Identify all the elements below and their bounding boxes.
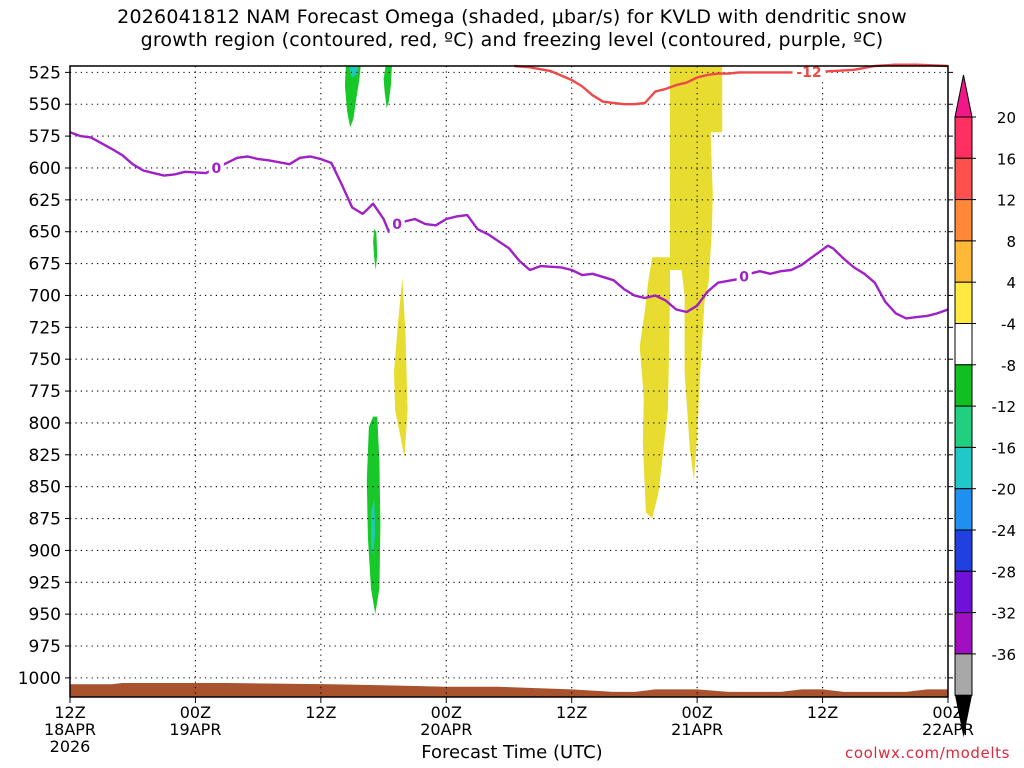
omega-region-4 xyxy=(373,229,378,270)
x-tick-label-2-1: 12Z xyxy=(305,703,336,722)
freezing-level-label-3: 0 xyxy=(739,269,749,285)
colorbar-segment-9 xyxy=(954,446,973,490)
y-tick-label-950: 950 xyxy=(29,605,61,625)
x-tick-label-0-1: 12Z xyxy=(54,703,85,722)
dgz-minus12-line xyxy=(514,63,949,106)
contour-lines: 0 0 0 -12 xyxy=(69,63,949,320)
omega-region-7 xyxy=(371,499,376,557)
colorbar-bottom-arrow xyxy=(955,695,972,738)
plot-frame xyxy=(69,65,949,698)
colorbar-label-4: 8 xyxy=(1006,233,1016,251)
y-tick-label-675: 675 xyxy=(29,255,61,275)
colorbar-label-14: -36 xyxy=(992,646,1017,664)
colorbar-label-6: -4 xyxy=(1001,316,1016,334)
colorbar-segment-5 xyxy=(954,281,973,325)
x-tick-label-1-1: 00Z xyxy=(180,703,211,722)
omega-region-1 xyxy=(344,66,361,128)
colorbar-label-8: -12 xyxy=(992,398,1017,416)
x-tick-label-3-1: 00Z xyxy=(431,703,462,722)
x-tick-label-5-2: 21APR xyxy=(671,720,723,739)
y-tick-label-600: 600 xyxy=(29,159,61,179)
y-tick-label-925: 925 xyxy=(29,573,61,593)
omega-region-8 xyxy=(639,66,723,519)
colorbar-label-10: -20 xyxy=(992,481,1017,499)
terrain-layer xyxy=(70,683,948,697)
y-tick-label-625: 625 xyxy=(29,191,61,211)
y-tick-label-725: 725 xyxy=(29,318,61,338)
site-credit: coolwx.com/modelts xyxy=(845,744,1010,762)
omega-region-2 xyxy=(349,66,359,78)
freezing-level-label-bg-3 xyxy=(736,268,752,285)
colorbar-label-2: 16 xyxy=(997,150,1016,168)
freezing-level-label-bg-2 xyxy=(389,216,405,233)
x-tick-label-1-2: 19APR xyxy=(169,720,221,739)
y-tick-label-800: 800 xyxy=(29,414,61,434)
x-axis-label: Forecast Time (UTC) xyxy=(421,742,603,763)
colorbar-segment-12 xyxy=(954,570,973,614)
colorbar-top-arrow xyxy=(954,74,973,118)
colorbar-segment-6 xyxy=(954,323,973,366)
y-tick-label-900: 900 xyxy=(29,541,61,561)
chart-title-line-2: growth region (contoured, red, ºC) and f… xyxy=(140,29,884,51)
colorbar-label-9: -16 xyxy=(992,439,1017,457)
y-tick-label-700: 700 xyxy=(29,286,61,306)
plot-border xyxy=(69,65,949,698)
colorbar-label-13: -32 xyxy=(992,605,1017,623)
y-tick-label-825: 825 xyxy=(29,446,61,466)
x-tick-label-3-2: 20APR xyxy=(420,720,472,739)
colorbar-segment-7 xyxy=(954,364,973,407)
colorbar-segment-11 xyxy=(954,529,973,572)
chart-title-line-1: 2026041812 NAM Forecast Omega (shaded, μ… xyxy=(117,6,907,28)
x-tick-label-4-1: 12Z xyxy=(556,703,587,722)
colorbar-segment-13 xyxy=(954,612,973,655)
omega-region-3 xyxy=(383,66,392,109)
chart-title: 2026041812 NAM Forecast Omega (shaded, μ… xyxy=(0,6,1024,52)
terrain-fill xyxy=(70,683,948,697)
colorbar-label-7: -8 xyxy=(1001,357,1016,375)
colorbar-label-3: 12 xyxy=(997,192,1016,210)
colorbar-label-12: -28 xyxy=(992,563,1017,581)
x-tick-label-5-1: 00Z xyxy=(681,703,712,722)
colorbar-segment-2 xyxy=(954,157,973,201)
y-tick-label-875: 875 xyxy=(29,510,61,530)
colorbar-segment-8 xyxy=(954,405,973,448)
y-tick-label-575: 575 xyxy=(29,127,61,147)
y-tick-label-850: 850 xyxy=(29,478,61,498)
colorbar-label-1: 20 xyxy=(997,109,1016,127)
colorbar-segment-4 xyxy=(954,240,973,283)
y-tick-label-650: 650 xyxy=(29,223,61,243)
x-tick-label-6-1: 12Z xyxy=(807,703,838,722)
dgz-minus12-label-1: -12 xyxy=(796,65,821,81)
y-tick-label-775: 775 xyxy=(29,382,61,402)
dgz-minus12-label-bg-1 xyxy=(792,64,826,81)
omega-region-5 xyxy=(394,277,408,458)
y-tick-label-525: 525 xyxy=(29,63,61,83)
y-tick-label-750: 750 xyxy=(29,350,61,370)
colorbar-segment-10 xyxy=(954,488,973,531)
freezing-level-line xyxy=(69,131,949,320)
colorbar-segment-3 xyxy=(954,199,973,242)
y-tick-label-975: 975 xyxy=(29,637,61,657)
gridlines xyxy=(70,66,948,697)
x-tick-label-7-1: 00Z xyxy=(932,703,963,722)
y-axis-ticks: 525 550 575 600 625 650 675 700 725 750 775 800 825 8… xyxy=(18,63,953,689)
freezing-level-label-1: 0 xyxy=(211,161,221,177)
colorbar: 20 16 12 8 4 -4 -8 -12 -16 -20 -24 -28 -32 -36 xyxy=(954,74,1017,738)
freezing-level-label-bg-1 xyxy=(208,159,224,176)
colorbar-label-11: -24 xyxy=(992,522,1017,540)
colorbar-segment-14 xyxy=(954,653,973,696)
y-tick-label-550: 550 xyxy=(29,95,61,115)
colorbar-label-5: 4 xyxy=(1006,274,1016,292)
x-tick-label-0-3: 2026 xyxy=(50,737,91,756)
freezing-level-label-2: 0 xyxy=(392,217,402,233)
omega-shading xyxy=(344,66,723,615)
colorbar-segment-1 xyxy=(954,116,973,159)
x-tick-label-0-2: 18APR xyxy=(44,720,96,739)
y-tick-label-1000: 1000 xyxy=(18,669,61,689)
